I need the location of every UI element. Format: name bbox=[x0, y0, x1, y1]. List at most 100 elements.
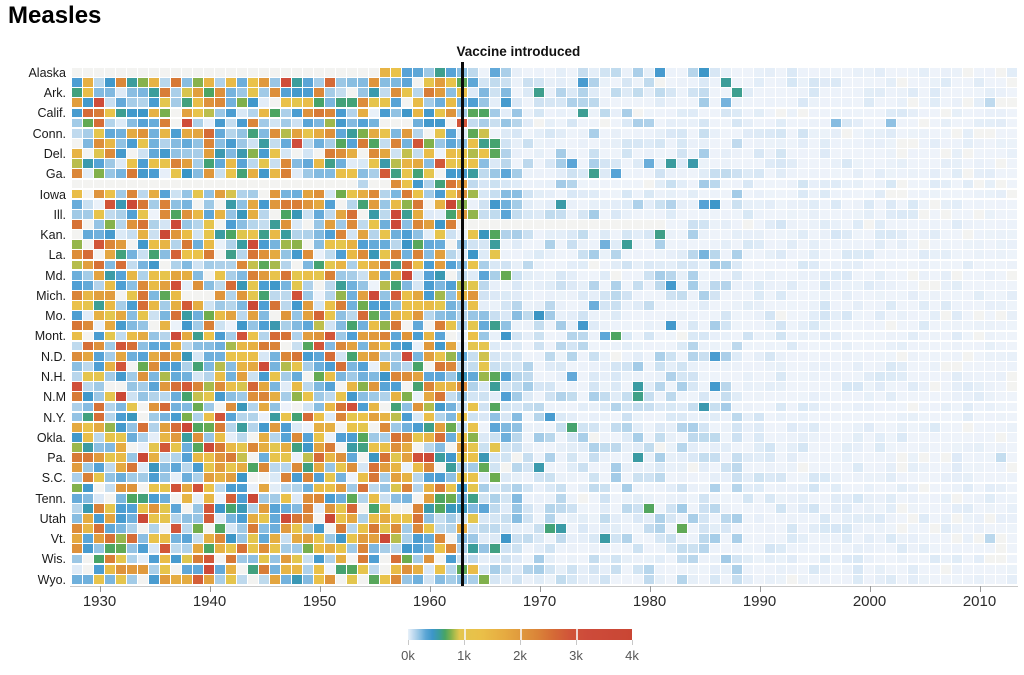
heatmap-cell bbox=[677, 432, 687, 442]
heatmap-cell bbox=[127, 291, 137, 300]
heatmap-cell bbox=[831, 524, 841, 533]
heatmap-cell bbox=[435, 78, 445, 87]
heatmap-cell bbox=[226, 412, 236, 422]
heatmap-cell bbox=[611, 574, 621, 584]
heatmap-cell bbox=[281, 341, 291, 351]
heatmap-cell bbox=[215, 372, 225, 381]
heatmap-cell bbox=[281, 98, 291, 108]
heatmap-cell bbox=[688, 392, 698, 402]
heatmap-cell bbox=[589, 493, 599, 503]
heatmap-cell bbox=[963, 382, 973, 392]
heatmap-cell bbox=[468, 361, 478, 371]
heatmap-cell bbox=[1007, 524, 1017, 533]
heatmap-cell bbox=[160, 503, 170, 513]
heatmap-cell bbox=[875, 351, 885, 361]
heatmap-cell bbox=[985, 169, 995, 179]
heatmap-cell bbox=[182, 443, 192, 452]
heatmap-cell bbox=[534, 473, 544, 483]
heatmap-cell bbox=[600, 574, 610, 584]
heatmap-cell bbox=[413, 554, 423, 564]
heatmap-cell bbox=[435, 189, 445, 199]
heatmap-cell bbox=[633, 483, 643, 493]
heatmap-cell bbox=[72, 250, 82, 260]
heatmap-cell bbox=[809, 554, 819, 564]
heatmap-cell bbox=[391, 463, 401, 473]
heatmap-cell bbox=[215, 564, 225, 574]
heatmap-cell bbox=[347, 199, 357, 209]
heatmap-cell bbox=[380, 179, 390, 189]
heatmap-cell bbox=[369, 493, 379, 503]
heatmap-cell bbox=[402, 361, 412, 371]
heatmap-cell bbox=[138, 68, 148, 77]
heatmap-cell bbox=[204, 311, 214, 321]
heatmap-cell bbox=[677, 240, 687, 250]
heatmap-cell bbox=[908, 260, 918, 270]
heatmap-cell bbox=[215, 138, 225, 148]
heatmap-cell bbox=[237, 412, 247, 422]
heatmap-cell bbox=[391, 98, 401, 108]
heatmap-cell bbox=[589, 138, 599, 148]
heatmap-cell bbox=[941, 351, 951, 361]
heatmap-cell bbox=[127, 534, 137, 544]
heatmap-cell bbox=[94, 189, 104, 199]
heatmap-cell bbox=[105, 209, 115, 219]
heatmap-cell bbox=[358, 412, 368, 422]
heatmap-cell bbox=[644, 382, 654, 392]
heatmap-cell bbox=[303, 432, 313, 442]
heatmap-cell bbox=[820, 321, 830, 331]
heatmap-cell bbox=[446, 564, 456, 574]
heatmap-cell bbox=[138, 78, 148, 87]
heatmap-cell bbox=[325, 169, 335, 179]
heatmap-cell bbox=[556, 361, 566, 371]
heatmap-cell bbox=[193, 78, 203, 87]
heatmap-cell bbox=[292, 524, 302, 533]
heatmap-cell bbox=[996, 230, 1006, 239]
heatmap-cell bbox=[864, 108, 874, 118]
heatmap-cell bbox=[699, 291, 709, 300]
heatmap-cell bbox=[479, 422, 489, 432]
heatmap-cell bbox=[776, 108, 786, 118]
heatmap-cell bbox=[809, 524, 819, 533]
heatmap-cell bbox=[281, 179, 291, 189]
heatmap-cell bbox=[721, 189, 731, 199]
heatmap-cell bbox=[281, 250, 291, 260]
heatmap-cell bbox=[468, 574, 478, 584]
heatmap-cell bbox=[347, 78, 357, 87]
heatmap-cell bbox=[853, 88, 863, 98]
heatmap-cell bbox=[380, 432, 390, 442]
heatmap-cell bbox=[435, 209, 445, 219]
heatmap-cell bbox=[677, 493, 687, 503]
heatmap-cell bbox=[787, 209, 797, 219]
heatmap-cell bbox=[864, 311, 874, 321]
heatmap-cell bbox=[248, 159, 258, 169]
heatmap-cell bbox=[94, 220, 104, 229]
heatmap-cell bbox=[369, 199, 379, 209]
heatmap-cell bbox=[787, 351, 797, 361]
heatmap-cell bbox=[941, 432, 951, 442]
heatmap-cell bbox=[127, 392, 137, 402]
heatmap-cell bbox=[809, 240, 819, 250]
heatmap-cell bbox=[512, 443, 522, 452]
x-axis-tick bbox=[319, 585, 321, 592]
heatmap-cell bbox=[490, 564, 500, 574]
heatmap-cell bbox=[303, 443, 313, 452]
heatmap-cell bbox=[633, 78, 643, 87]
heatmap-cell bbox=[721, 230, 731, 239]
heatmap-cell bbox=[721, 128, 731, 138]
heatmap-cell bbox=[116, 564, 126, 574]
heatmap-cell bbox=[336, 432, 346, 442]
heatmap-cell bbox=[622, 240, 632, 250]
heatmap-cell bbox=[402, 382, 412, 392]
heatmap-cell bbox=[677, 361, 687, 371]
heatmap-cell bbox=[831, 118, 841, 128]
heatmap-cell bbox=[182, 78, 192, 87]
heatmap-cell bbox=[842, 240, 852, 250]
heatmap-cell bbox=[83, 149, 93, 158]
heatmap-cell bbox=[358, 392, 368, 402]
heatmap-cell bbox=[325, 534, 335, 544]
heatmap-cell bbox=[149, 503, 159, 513]
heatmap-cell bbox=[765, 443, 775, 452]
heatmap-cell bbox=[567, 534, 577, 544]
heatmap-cell bbox=[666, 351, 676, 361]
heatmap-cell bbox=[336, 534, 346, 544]
